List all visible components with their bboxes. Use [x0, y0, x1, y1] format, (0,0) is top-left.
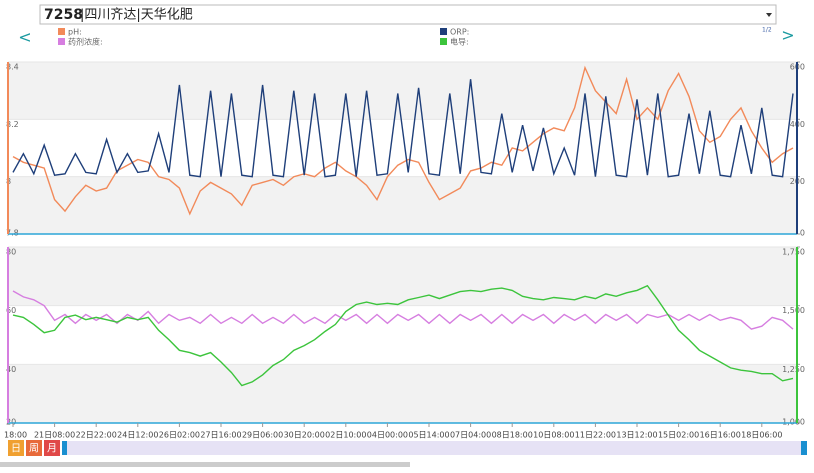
y2-tick-label: 1,500 [782, 306, 805, 315]
series-line [12, 79, 794, 178]
page-indicator: 1/2 [762, 27, 772, 34]
grid-band [8, 247, 797, 306]
legend-swatch [440, 38, 447, 45]
x-tick-label: 24日12:00 [117, 431, 158, 440]
y-tick-label: 40 [6, 365, 16, 374]
legend-swatch [440, 28, 447, 35]
x-tick-label: 08日18:00 [492, 431, 533, 440]
x-tick-label: 16日16:00 [700, 431, 741, 440]
scroll-handle-right[interactable] [801, 441, 807, 455]
grid-band [8, 62, 797, 120]
legend-swatch [58, 38, 65, 45]
y2-tick-label: 1,250 [782, 365, 805, 374]
x-tick-label: 15日02:00 [658, 431, 699, 440]
dropdown-arrow [766, 13, 772, 17]
nav-prev[interactable]: < [18, 28, 31, 47]
legend-label: pH: [68, 28, 82, 37]
x-tick-label: 10日08:00 [533, 431, 574, 440]
range-button-label: 日 [11, 444, 21, 455]
nav-next[interactable]: > [781, 26, 794, 45]
grid-band [8, 176, 797, 234]
x-tick-label: 27日16:00 [200, 431, 241, 440]
scrollbar-track[interactable] [62, 441, 807, 455]
legend-label: ORP: [450, 28, 469, 37]
x-tick-label: 26日02:00 [159, 431, 200, 440]
y2-tick-label: 1,000 [782, 418, 805, 427]
x-tick-label: 05日14:00 [408, 431, 449, 440]
x-tick-label: 13日12:00 [616, 431, 657, 440]
x-tick-label: 21日08:00 [34, 431, 75, 440]
legend-swatch [58, 28, 65, 35]
y-tick-label: 7.8 [6, 229, 19, 238]
x-tick-label: 04日00:00 [367, 431, 408, 440]
legend-label: 药剂浓度: [68, 37, 103, 47]
x-tick-label: 11日22:00 [575, 431, 616, 440]
y-tick-label: 60 [6, 306, 16, 315]
range-button[interactable] [44, 440, 60, 456]
x-tick-label: 22日22:00 [76, 431, 117, 440]
page-scrollbar[interactable] [0, 462, 410, 467]
y2-tick-label: 1,750 [782, 248, 805, 257]
station-name: |四川齐达|天华化肥 [80, 7, 193, 23]
range-button[interactable] [26, 440, 42, 456]
scroll-handle-left[interactable] [62, 441, 67, 455]
series-line [12, 290, 794, 330]
y-tick-label: 8.4 [6, 63, 19, 72]
x-tick-label: 30日20:00 [284, 431, 325, 440]
x-tick-label: 02日10:00 [325, 431, 366, 440]
y-tick-label: 20 [6, 418, 16, 427]
station-id: 7258 [44, 7, 83, 23]
y2-tick-label: 0 [800, 229, 805, 238]
y-tick-label: 80 [6, 248, 16, 257]
legend-label: 电导: [450, 37, 469, 47]
grid-band [8, 364, 797, 423]
range-button-label: 周 [29, 443, 39, 455]
series-line [12, 284, 794, 387]
x-tick-label: 18日06:00 [741, 431, 782, 440]
range-button-label: 月 [47, 443, 57, 455]
range-button[interactable] [8, 440, 24, 456]
x-tick-label: 07日04:00 [450, 431, 491, 440]
series-line [12, 65, 794, 216]
y-tick-label: 8.2 [6, 120, 19, 129]
x-tick-label: 29日06:00 [242, 431, 283, 440]
x-tick-label: 18:00 [4, 431, 27, 440]
station-select[interactable] [39, 4, 777, 25]
